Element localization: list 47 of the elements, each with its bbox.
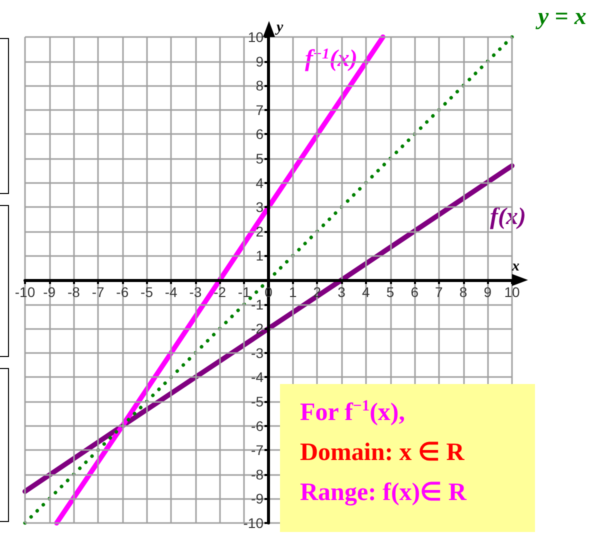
x-tick-label: 2 — [313, 284, 322, 300]
x-tick-label: -3 — [189, 284, 202, 300]
x-tick-label: 9 — [484, 284, 492, 300]
x-tick-label: 8 — [459, 284, 468, 300]
series-label: y = x — [535, 4, 586, 30]
x-tick-label: -2 — [214, 284, 226, 300]
x-tick-label: -8 — [67, 284, 80, 300]
x-tick-label: -7 — [92, 284, 104, 300]
y-tick-label: -7 — [251, 442, 264, 458]
x-axis-title: x — [511, 258, 520, 274]
y-tick-label: 2 — [256, 223, 264, 240]
y-tick-label: -1 — [251, 296, 264, 312]
series-label: f(x) — [490, 204, 526, 230]
annotation: Range: f(x)∈ R — [300, 478, 466, 508]
x-tick-label: 3 — [338, 284, 346, 300]
y-tick-label: 4 — [256, 174, 264, 191]
x-tick-label: -4 — [164, 284, 178, 300]
y-tick-label: -8 — [251, 466, 264, 482]
x-tick-label: 4 — [362, 284, 370, 300]
y-tick-label: 1 — [256, 248, 264, 264]
y-tick-label: 6 — [256, 126, 264, 142]
y-axis-title: y — [274, 20, 284, 36]
y-tick-label: -10 — [243, 515, 264, 531]
x-tick-label: 10 — [504, 284, 520, 300]
y-tick-label: 3 — [256, 199, 264, 216]
x-tick-label: -5 — [140, 284, 154, 300]
annotation: For f$^{−1}$(x), — [300, 398, 405, 428]
x-tick-label: 6 — [410, 284, 419, 300]
y-tick-label: 10 — [248, 29, 264, 45]
y-tick-label: -4 — [251, 369, 264, 386]
y-tick-label: -9 — [251, 490, 264, 507]
y-tick-label: 5 — [256, 150, 264, 166]
y-tick-label: 9 — [256, 53, 264, 70]
x-tick-label: -9 — [43, 284, 56, 300]
x-tick-label: -6 — [116, 284, 129, 300]
y-tick-label: -5 — [251, 394, 264, 410]
x-tick-label: 1 — [288, 284, 297, 300]
y-tick-label: 8 — [256, 78, 264, 94]
y-tick-label: -2 — [251, 320, 264, 337]
y-tick-label: -6 — [251, 418, 264, 434]
x-tick-label: 5 — [386, 284, 394, 300]
x-tick-label: 7 — [435, 284, 444, 300]
y-tick-label: -3 — [251, 344, 264, 361]
x-tick-label: -1 — [238, 284, 251, 300]
y-tick-label: 7 — [256, 102, 264, 118]
x-tick-label: -10 — [14, 284, 36, 300]
annotation: Domain: x ∈ R — [300, 438, 464, 468]
